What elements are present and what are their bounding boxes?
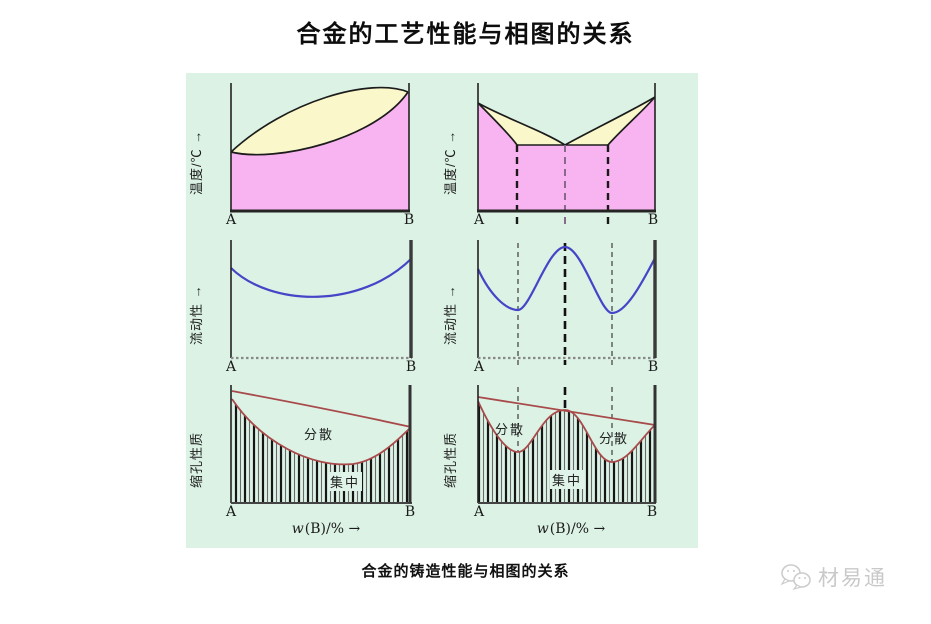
phase-diagram-eutectic-chart [477, 83, 656, 226]
watermark: 材易通 [778, 561, 887, 593]
x-endpoint-a: A [473, 359, 485, 375]
liquid-region-fill [231, 92, 409, 211]
x-endpoint-b: B [403, 212, 415, 228]
x-axis-label-rest: (B)/% → [304, 521, 361, 537]
x-endpoint-b: B [646, 504, 658, 520]
x-axis-label-left: w(B)/% → [271, 521, 381, 537]
x-endpoint-a: A [225, 504, 237, 520]
x-axis-label-w: w [536, 521, 549, 537]
diagram-panel: 温度/℃ → 温度/℃ → 流动性 → 流动性 → 缩孔性质 缩孔性质 A B … [186, 73, 698, 548]
watermark-text: 材易通 [818, 567, 887, 590]
dispersed-region-label: 分散 [599, 431, 630, 446]
x-endpoint-b: B [405, 359, 417, 375]
y-axis-label-fluidity-left: 流动性 → [189, 284, 204, 345]
concentrated-region-label: 集中 [328, 472, 363, 491]
phase-diagram-isomorphous-chart [230, 83, 410, 213]
dispersed-region-label: 分散 [304, 427, 335, 442]
y-axis-label-fluidity-right: 流动性 → [443, 284, 458, 345]
shrinkage-isomorphous-chart [230, 385, 412, 504]
liquid-region-fill [478, 97, 655, 211]
y-axis-label-shrinkage-right: 缩孔性质 [443, 431, 458, 488]
concentrated-shrinkage-hatch [232, 399, 411, 503]
chat-bubbles-icon [780, 564, 811, 591]
fluidity-eutectic-chart [477, 240, 657, 365]
x-endpoint-a: A [473, 504, 485, 520]
x-endpoint-a: A [473, 212, 485, 228]
x-endpoint-a: A [225, 212, 237, 228]
fluidity-isomorphous-chart [230, 240, 413, 360]
x-endpoint-b: B [647, 359, 659, 375]
x-axis-label-w: w [291, 521, 304, 537]
concentrated-region-label: 集中 [550, 470, 585, 489]
two-phase-lens-fill [231, 87, 408, 155]
x-axis-label-right: w(B)/% → [516, 521, 626, 537]
x-endpoint-b: B [647, 212, 659, 228]
solidus-curve [230, 91, 409, 156]
x-axis-label-rest: (B)/% → [549, 521, 606, 537]
dispersed-concentrated-boundary-curve [477, 400, 656, 463]
y-axis-label-shrinkage-left: 缩孔性质 [189, 431, 204, 488]
dispersed-region-label: 分散 [495, 422, 526, 437]
y-axis-label-temperature-left: 温度/℃ → [189, 129, 204, 195]
x-endpoint-a: A [225, 359, 237, 375]
dispersed-concentrated-boundary-curve [231, 398, 412, 466]
liquidus-left-curve [477, 102, 566, 146]
total-shrinkage-curve [231, 390, 412, 428]
fluidity-curve [230, 257, 413, 298]
fluidity-curve [477, 245, 656, 315]
page-title: 合金的工艺性能与相图的关系 [296, 22, 635, 48]
x-endpoint-b: B [404, 504, 416, 520]
shrinkage-eutectic-chart [477, 385, 657, 504]
liquidus-right-curve [564, 96, 656, 146]
liquidus-curve [230, 86, 409, 153]
y-axis-label-temperature-right: 温度/℃ → [443, 129, 458, 195]
solidus-left-curve [477, 102, 518, 146]
concentrated-shrinkage-hatch [478, 401, 655, 503]
figure-caption: 合金的铸造性能与相图的关系 [361, 563, 570, 580]
solidus-right-curve [607, 96, 656, 146]
